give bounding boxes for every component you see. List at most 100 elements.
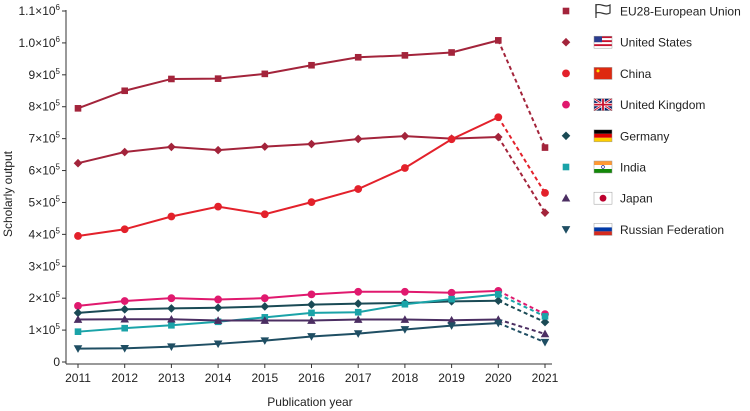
series-line-dashed — [498, 318, 546, 335]
legend-label: Germany — [620, 129, 669, 143]
data-point — [213, 316, 223, 324]
data-point — [353, 299, 363, 308]
data-point — [261, 70, 269, 78]
data-point — [260, 294, 269, 303]
series-eu28-european-union — [74, 37, 549, 151]
legend-label: EU28-European Union — [620, 5, 741, 19]
x-tick-label: 2011 — [65, 371, 91, 385]
legend-item: Japan — [561, 191, 653, 206]
data-point — [307, 198, 316, 207]
data-point — [213, 303, 223, 313]
legend-label: United States — [620, 36, 692, 50]
flag-jp-icon — [593, 191, 613, 205]
y-tick-label: 0 — [53, 355, 60, 369]
data-point — [213, 145, 223, 155]
legend: EU28-European Union United States China Uni… — [561, 3, 741, 237]
legend-marker — [562, 7, 570, 15]
data-point — [167, 314, 176, 323]
series-line — [77, 39, 499, 110]
x-tick-label: 2013 — [158, 371, 185, 385]
x-tick-label: 2014 — [205, 371, 232, 385]
data-point — [540, 338, 550, 347]
series-united-states — [73, 131, 550, 217]
data-point — [354, 185, 363, 193]
data-point — [353, 330, 363, 338]
data-point — [447, 135, 456, 144]
data-point — [495, 37, 502, 44]
legend-marker — [562, 69, 570, 78]
series-line — [77, 135, 499, 165]
data-point — [121, 324, 128, 332]
series-line-dashed — [497, 39, 546, 148]
data-point — [447, 322, 456, 330]
legend-marker — [561, 226, 571, 234]
x-tick-label: 2019 — [438, 371, 465, 385]
data-point — [400, 315, 410, 323]
data-point — [541, 144, 549, 151]
data-point — [214, 295, 223, 304]
legend-label: United Kingdom — [620, 98, 705, 112]
data-point — [214, 202, 223, 211]
legend-marker — [561, 131, 571, 141]
data-point — [447, 315, 456, 324]
data-point — [213, 340, 223, 349]
legend-item: United Kingdom — [562, 97, 705, 112]
data-point — [494, 132, 503, 142]
data-point — [494, 296, 503, 306]
data-point — [167, 294, 176, 303]
series-line — [77, 322, 499, 350]
data-point — [260, 316, 270, 324]
legend-item: Germany — [561, 129, 669, 143]
legend-marker — [562, 163, 570, 171]
data-point — [541, 313, 549, 320]
flag-de-icon — [593, 129, 613, 143]
data-point — [447, 288, 456, 297]
data-point — [307, 139, 316, 149]
data-point — [74, 328, 82, 335]
data-point — [167, 343, 176, 351]
data-point — [73, 308, 83, 318]
data-point — [120, 314, 129, 323]
y-tick-label: 5×105 — [29, 194, 61, 209]
flag-eu-icon — [595, 3, 611, 18]
data-point — [494, 113, 503, 122]
x-tick-label: 2020 — [485, 371, 512, 385]
y-tick-label: 2×105 — [29, 290, 61, 305]
series-russian-federation — [73, 319, 550, 353]
legend-marker — [561, 37, 571, 47]
series-line-dashed — [497, 293, 546, 318]
axes: 0 1×105 2×105 3×105 4×105 5×105 6×105 7×105 8×10… — [19, 3, 559, 385]
data-point — [74, 301, 82, 310]
data-point — [260, 337, 270, 345]
y-tick-label: 1.1×106 — [19, 3, 61, 18]
data-point — [353, 315, 363, 323]
flag-in-icon — [593, 160, 613, 174]
series-line-dashed — [497, 322, 546, 344]
x-tick-label: 2021 — [532, 371, 559, 385]
data-point — [121, 87, 128, 95]
series-line-dashed — [497, 136, 546, 214]
y-tick-label: 6×105 — [29, 163, 61, 178]
legend-marker — [561, 193, 571, 202]
series-line — [77, 293, 499, 333]
data-point — [73, 345, 83, 353]
x-tick-label: 2018 — [392, 371, 419, 385]
data-point — [448, 49, 455, 56]
data-point — [495, 291, 502, 298]
data-point — [120, 344, 129, 353]
data-point — [401, 287, 409, 296]
data-point — [540, 208, 550, 217]
data-point — [494, 319, 503, 328]
series-line-dashed — [497, 116, 546, 194]
x-tick-label: 2017 — [345, 371, 372, 385]
data-point — [354, 308, 362, 316]
data-point — [401, 300, 409, 308]
series-united-kingdom — [74, 286, 549, 319]
y-tick-label: 8×105 — [29, 99, 61, 114]
y-tick-label: 7×105 — [29, 131, 61, 146]
x-tick-label: 2016 — [298, 371, 325, 385]
data-point — [120, 225, 129, 234]
series-line-dashed — [497, 299, 546, 324]
data-point — [307, 333, 316, 341]
